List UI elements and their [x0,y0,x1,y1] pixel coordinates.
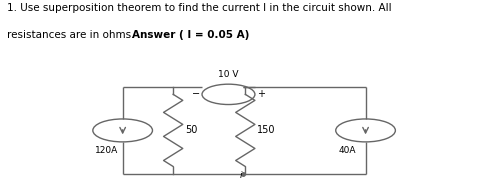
Text: 120A: 120A [95,146,118,155]
Text: +: + [257,89,265,99]
Text: resistances are in ohms.: resistances are in ohms. [7,30,141,40]
Text: i: i [239,171,241,180]
Text: −: − [191,89,199,99]
Text: 10 V: 10 V [218,70,238,79]
Text: 40A: 40A [337,146,355,155]
Text: 1. Use superposition theorem to find the current I in the circuit shown. All: 1. Use superposition theorem to find the… [7,3,391,13]
Text: 50: 50 [185,125,197,135]
Text: 150: 150 [257,125,275,135]
Text: Answer ( I = 0.05 A): Answer ( I = 0.05 A) [132,30,249,40]
